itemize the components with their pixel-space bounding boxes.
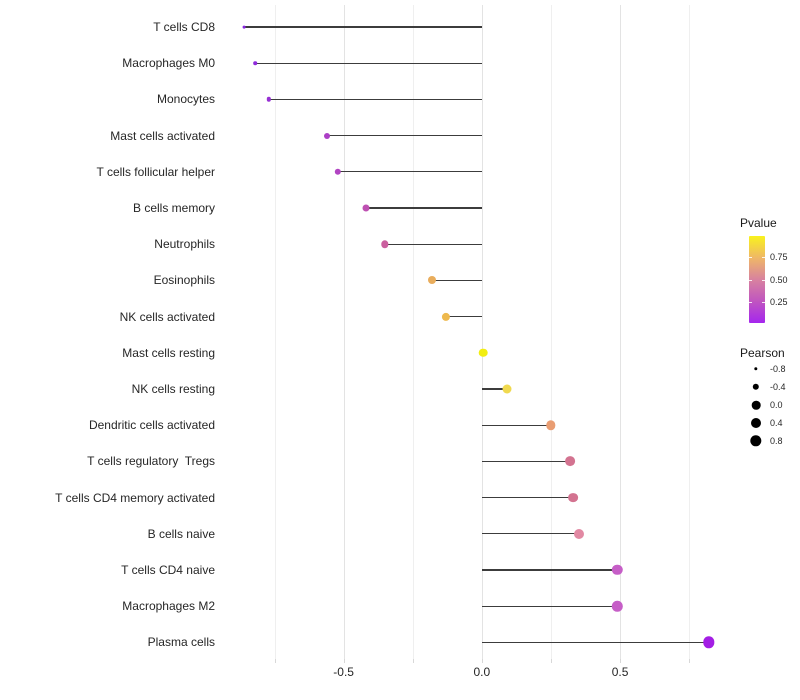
lollipop-stick — [268, 98, 482, 100]
y-axis-label: Neutrophils — [154, 237, 215, 252]
y-axis-label: T cells follicular helper — [96, 164, 216, 179]
y-axis-label: Monocytes — [156, 92, 215, 107]
x-axis-tick — [481, 659, 483, 663]
colorbar-tick — [749, 257, 752, 258]
pearson-legend-dot — [751, 400, 761, 410]
lollipop-stick — [481, 424, 551, 426]
pearson-legend-label: 0.4 — [770, 418, 783, 428]
lollipop-dot — [573, 528, 584, 539]
lollipop-stick — [255, 62, 482, 64]
gridline — [689, 5, 691, 659]
pearson-legend-label: 0.8 — [770, 436, 783, 446]
gridline — [412, 5, 414, 659]
gridline — [550, 5, 552, 659]
y-axis-label: Mast cells activated — [110, 128, 215, 143]
gridline — [274, 5, 276, 659]
x-axis-tick — [412, 659, 414, 663]
lollipop-stick — [385, 243, 482, 245]
x-axis-tick — [550, 659, 552, 663]
pearson-legend-dot — [751, 418, 761, 428]
colorbar-tick — [749, 280, 752, 281]
pvalue-colorbar — [749, 236, 765, 323]
y-axis-label: Eosinophils — [153, 273, 215, 288]
y-axis-label: Mast cells resting — [122, 345, 215, 360]
lollipop-stick — [244, 26, 482, 28]
lollipop-stick — [445, 316, 482, 318]
y-axis-label: NK cells activated — [119, 309, 215, 324]
lollipop-dot — [502, 384, 512, 394]
pearson-legend-dot — [752, 383, 760, 391]
lollipop-dot — [478, 348, 488, 358]
lollipop-stick — [481, 460, 571, 462]
gridline — [620, 5, 622, 659]
lollipop-stick — [481, 605, 618, 607]
lollipop-stick — [327, 135, 482, 137]
lollipop-stick — [481, 569, 618, 571]
gridline — [481, 5, 483, 659]
lollipop-dot — [324, 132, 331, 139]
colorbar-tick — [762, 257, 765, 258]
y-axis-label: Macrophages M2 — [122, 599, 215, 614]
lollipop-dot — [702, 636, 715, 649]
pearson-legend-dot — [754, 367, 758, 371]
pearson-legend-label: -0.4 — [770, 382, 786, 392]
x-axis-tick-label: 0.0 — [473, 665, 491, 679]
x-axis-tick — [274, 659, 276, 663]
lollipop-dot — [266, 97, 272, 102]
lollipop-stick — [481, 388, 507, 390]
pvalue-tick-label: 0.25 — [770, 297, 788, 307]
y-axis-label: Plasma cells — [147, 635, 215, 650]
x-axis-tick — [343, 659, 345, 663]
colorbar-tick — [749, 302, 752, 303]
lollipop-stick — [338, 171, 482, 173]
lollipop-stick — [481, 641, 709, 643]
lollipop-dot — [362, 204, 370, 212]
lollipop-dot — [612, 564, 623, 576]
lollipop-stick — [432, 279, 482, 281]
y-axis-label: Macrophages M0 — [122, 56, 215, 71]
lollipop-dot — [612, 600, 623, 612]
lollipop-dot — [565, 456, 576, 467]
pvalue-tick-label: 0.75 — [770, 252, 788, 262]
pvalue-legend-title: Pvalue — [740, 216, 777, 230]
plot-panel — [222, 5, 732, 659]
lollipop-stick — [365, 207, 482, 209]
pearson-legend-title: Pearson — [740, 346, 785, 360]
x-axis-tick-label: 0.5 — [611, 665, 629, 679]
lollipop-dot — [242, 25, 246, 29]
y-axis-label: T cells regulatory Tregs — [87, 454, 215, 469]
y-axis-label: NK cells resting — [131, 382, 215, 396]
lollipop-dot — [428, 276, 437, 285]
x-axis-tick — [689, 659, 691, 663]
lollipop-stick — [481, 497, 574, 499]
y-axis-label: T cells CD4 memory activated — [55, 490, 215, 505]
lollipop-dot — [381, 240, 389, 248]
pearson-legend-label: -0.8 — [770, 364, 786, 374]
pearson-legend-label: 0.0 — [770, 400, 783, 410]
lollipop-dot — [253, 61, 257, 65]
y-axis-label: Dendritic cells activated — [88, 418, 215, 433]
y-axis-label: T cells CD8 — [153, 20, 215, 34]
y-axis-label: B cells memory — [132, 201, 215, 215]
pvalue-tick-label: 0.50 — [770, 275, 788, 285]
lollipop-stick — [481, 533, 579, 535]
x-axis-tick-label: -0.5 — [333, 665, 354, 679]
lollipop-dot — [334, 168, 342, 175]
x-axis-tick — [620, 659, 622, 663]
y-axis-label: T cells CD4 naive — [121, 563, 215, 577]
lollipop-dot — [546, 420, 556, 430]
lollipop-dot — [441, 312, 450, 321]
lollipop-dot — [568, 492, 578, 503]
colorbar-tick — [762, 302, 765, 303]
pearson-legend-dot — [750, 435, 762, 447]
colorbar-tick — [762, 280, 765, 281]
y-axis-label: B cells naive — [147, 526, 215, 541]
gridline — [343, 5, 345, 659]
